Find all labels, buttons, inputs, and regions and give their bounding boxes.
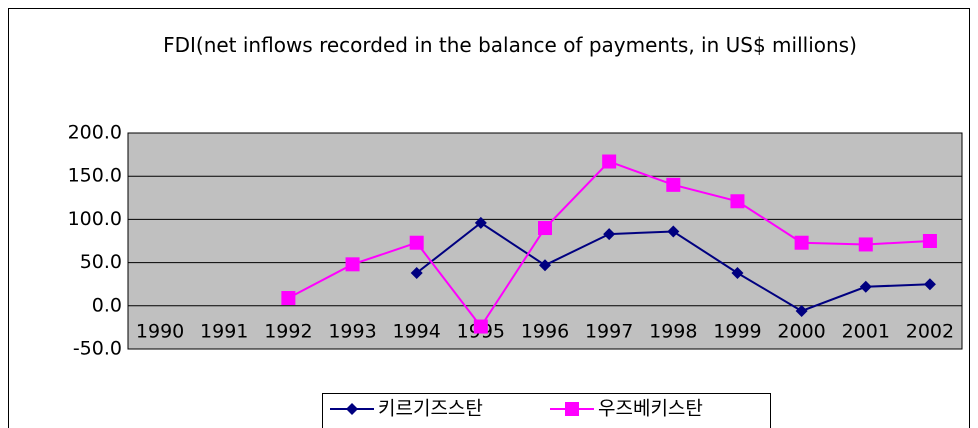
x-tick-label: 2000 bbox=[777, 320, 825, 342]
chart-title: FDI(net inflows recorded in the balance … bbox=[163, 33, 857, 57]
marker bbox=[281, 291, 296, 306]
marker bbox=[922, 234, 937, 248]
x-tick-label: 1990 bbox=[136, 320, 184, 342]
marker bbox=[923, 278, 936, 291]
marker bbox=[730, 194, 745, 209]
x-tick-label: 1999 bbox=[713, 320, 761, 342]
marker bbox=[603, 228, 616, 241]
x-tick-label: 1991 bbox=[200, 320, 248, 342]
plot-area bbox=[127, 132, 963, 350]
marker bbox=[794, 235, 809, 250]
marker bbox=[667, 225, 680, 238]
y-tick-label: 200.0 bbox=[68, 122, 122, 144]
legend-label: 키르기즈스탄 bbox=[378, 398, 483, 420]
x-tick-label: 1998 bbox=[649, 320, 697, 342]
marker bbox=[474, 216, 487, 229]
x-tick-label: 1993 bbox=[328, 320, 376, 342]
y-tick-label: 150.0 bbox=[68, 165, 122, 187]
legend-marker bbox=[346, 403, 358, 415]
x-tick-label: 1997 bbox=[585, 320, 633, 342]
y-tick-label: 100.0 bbox=[68, 208, 122, 230]
y-tick-label: 0.0 bbox=[92, 294, 122, 316]
x-tick-label: 1996 bbox=[521, 320, 569, 342]
legend-marker bbox=[565, 402, 579, 416]
legend-box bbox=[322, 393, 771, 428]
marker bbox=[666, 177, 681, 192]
marker bbox=[409, 235, 424, 250]
marker bbox=[795, 304, 808, 317]
marker bbox=[731, 266, 744, 279]
x-tick-label: 2002 bbox=[906, 320, 954, 342]
marker bbox=[602, 154, 617, 169]
y-tick-label: 50.0 bbox=[80, 251, 122, 273]
x-tick-label: 1992 bbox=[264, 320, 312, 342]
marker bbox=[539, 259, 551, 272]
marker bbox=[345, 257, 360, 272]
chart-border bbox=[8, 8, 970, 428]
marker bbox=[858, 237, 873, 252]
x-tick-label: 2001 bbox=[842, 320, 890, 342]
marker bbox=[859, 280, 872, 293]
marker bbox=[410, 266, 423, 279]
legend-label: 우즈베키스탄 bbox=[598, 398, 703, 420]
marker bbox=[473, 319, 488, 334]
marker bbox=[538, 221, 552, 236]
y-tick-label: -50.0 bbox=[73, 338, 122, 360]
x-tick-label: 1994 bbox=[393, 320, 441, 342]
